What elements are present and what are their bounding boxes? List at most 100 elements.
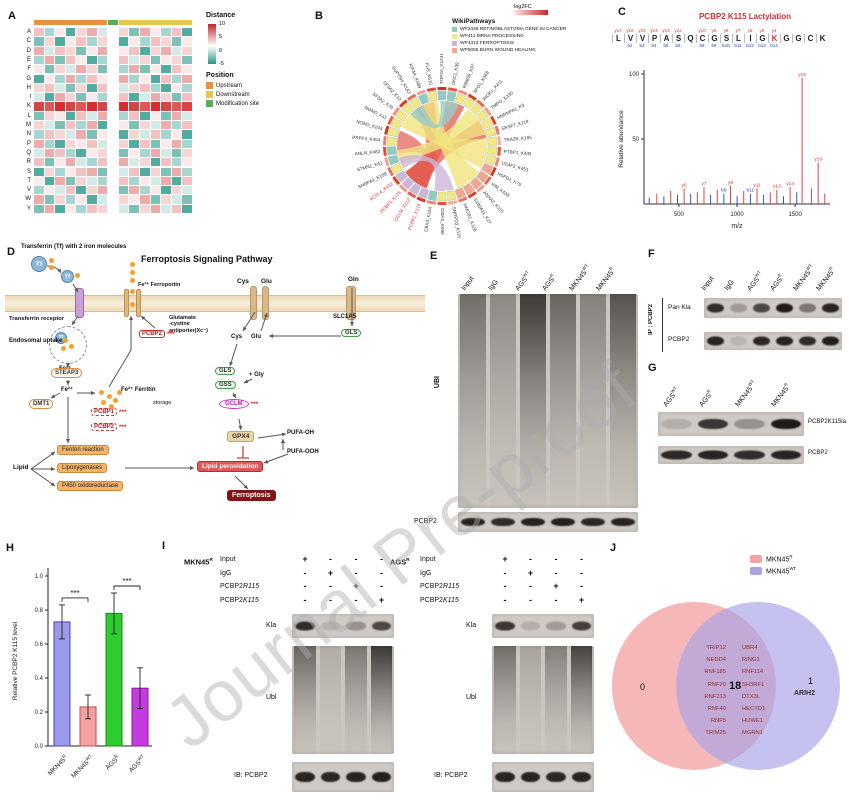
heatmap-cell bbox=[87, 28, 97, 37]
ubi-blot bbox=[458, 294, 638, 508]
peak-label: y7 bbox=[701, 181, 706, 187]
b-ion-label: b8 bbox=[699, 43, 705, 48]
heatmap-cell bbox=[55, 93, 65, 102]
chord-arc-segment bbox=[462, 96, 475, 110]
heatmap-cell bbox=[87, 186, 97, 195]
gln-label: Gln bbox=[348, 276, 359, 283]
heatmap-cell bbox=[161, 83, 171, 93]
blot-smear bbox=[520, 294, 546, 508]
xc-antiporter-icon bbox=[250, 286, 257, 320]
condition-labels: Input IgG PCBP2R115 PCBP2K115 bbox=[420, 556, 486, 616]
heatmap-cell bbox=[65, 121, 76, 130]
b-ion-label bbox=[804, 43, 816, 49]
blot-smear bbox=[610, 294, 636, 508]
p450-box: P450 oxidoreductase bbox=[57, 481, 124, 491]
legend-label: Modification site bbox=[216, 100, 260, 107]
gene-label: U2AF2_K453 bbox=[501, 160, 529, 172]
panel-label-g: G bbox=[648, 362, 657, 374]
heatmap-cell bbox=[161, 55, 171, 65]
residue-letter: Q bbox=[684, 34, 696, 43]
heatmap-cell bbox=[44, 148, 55, 158]
heatmap-cell bbox=[76, 204, 86, 213]
gene-label: PRPF4_K454 bbox=[352, 135, 381, 143]
distance-tick: 10 bbox=[219, 21, 226, 27]
lane-label: MKN45WT bbox=[568, 262, 590, 292]
y-tick-label: 0.6 bbox=[35, 642, 44, 648]
legend-swatch bbox=[452, 34, 457, 39]
heatmap-cell bbox=[182, 195, 192, 204]
heatmap-row-label: M bbox=[26, 122, 31, 128]
gpx4-box: GPX4 bbox=[227, 431, 255, 442]
heatmap-cell bbox=[44, 65, 55, 74]
heatmap-cell bbox=[150, 148, 161, 158]
heatmap-cell bbox=[44, 130, 55, 139]
residue-letter: G bbox=[780, 34, 792, 43]
b-ion-label: b3 bbox=[639, 43, 645, 48]
log2fc-arc-segment bbox=[458, 89, 468, 96]
heatmap-cell bbox=[76, 176, 86, 186]
slc1a5-label: SLC1A5 bbox=[333, 314, 357, 320]
legend-swatch bbox=[206, 100, 213, 107]
blot-band bbox=[753, 303, 770, 313]
fenton-box: Fenton reaction bbox=[57, 445, 109, 455]
residue-letter: S bbox=[720, 34, 732, 43]
heatmap-cell bbox=[65, 148, 76, 158]
peak-label: y5 bbox=[682, 182, 687, 188]
heatmap-cell bbox=[34, 130, 44, 139]
heatmap-cell bbox=[129, 111, 139, 120]
heatmap-cell bbox=[118, 74, 129, 83]
heatmap-cell bbox=[150, 158, 161, 167]
heatmap-cell bbox=[129, 55, 139, 65]
heatmap-cell bbox=[171, 195, 182, 204]
b-ion-label: b6 bbox=[675, 43, 681, 48]
gene-label: GCLM_K112 bbox=[393, 197, 411, 222]
gene-label: KIF4A_K589 bbox=[408, 63, 422, 90]
kla-label: Kla bbox=[266, 622, 277, 629]
heatmap-cell bbox=[97, 158, 108, 167]
heatmap-cell bbox=[97, 102, 108, 111]
heatmap-cell bbox=[97, 204, 108, 213]
heatmap-cell bbox=[76, 46, 86, 55]
chord-arc-segment bbox=[390, 163, 403, 175]
x-tick-label: MKN45WT bbox=[69, 753, 95, 779]
blot-smear bbox=[319, 646, 341, 754]
heatmap-cell bbox=[76, 111, 86, 120]
residue-cell: y17 L bbox=[612, 28, 624, 49]
panel-b-chord: B WikiPathways WP2446 RETINOBLASTOMA GEN… bbox=[302, 4, 598, 242]
log2fc-arc-segment bbox=[476, 99, 486, 108]
venn-legend-item: MKN45R bbox=[750, 554, 796, 563]
residue-letter: C bbox=[696, 34, 708, 43]
blot-band bbox=[495, 772, 515, 782]
gene-label: SF3A2_K76 bbox=[371, 91, 394, 110]
blot-smear bbox=[294, 646, 316, 754]
heatmap-cell bbox=[97, 186, 108, 195]
heatmap-cell bbox=[140, 204, 150, 213]
lane-label: AGSWT bbox=[514, 269, 530, 292]
heatmap-cell bbox=[171, 46, 182, 55]
chord-arc-segment bbox=[481, 163, 494, 175]
heatmap-cell bbox=[140, 28, 150, 37]
heatmap-cell bbox=[44, 121, 55, 130]
heatmap-cell bbox=[65, 195, 76, 204]
heatmap-row-label: S bbox=[26, 168, 31, 175]
heatmap-cell bbox=[150, 186, 161, 195]
heatmap-cell bbox=[129, 74, 139, 83]
heatmap-cell bbox=[182, 158, 192, 167]
heatmap-cell bbox=[171, 139, 182, 148]
matrix-cell: + bbox=[502, 554, 508, 564]
heatmap-cell bbox=[97, 93, 108, 102]
heatmap-cell bbox=[161, 195, 171, 204]
heatmap-cell bbox=[55, 158, 65, 167]
legend-label: Downstream bbox=[216, 91, 250, 98]
venn-right-gene: ARIH2 bbox=[794, 690, 816, 697]
chord-arc-segment bbox=[395, 170, 408, 183]
heatmap-cell bbox=[129, 93, 139, 102]
b-ion-label: b5 bbox=[663, 43, 669, 48]
heatmap-cell bbox=[34, 158, 44, 167]
heatmap-cell bbox=[161, 176, 171, 186]
pcbp2-node-2: PCBP2 *** bbox=[91, 423, 127, 431]
position-legend-item: Downstream bbox=[206, 91, 259, 98]
heatmap-row-label: P bbox=[26, 140, 31, 147]
